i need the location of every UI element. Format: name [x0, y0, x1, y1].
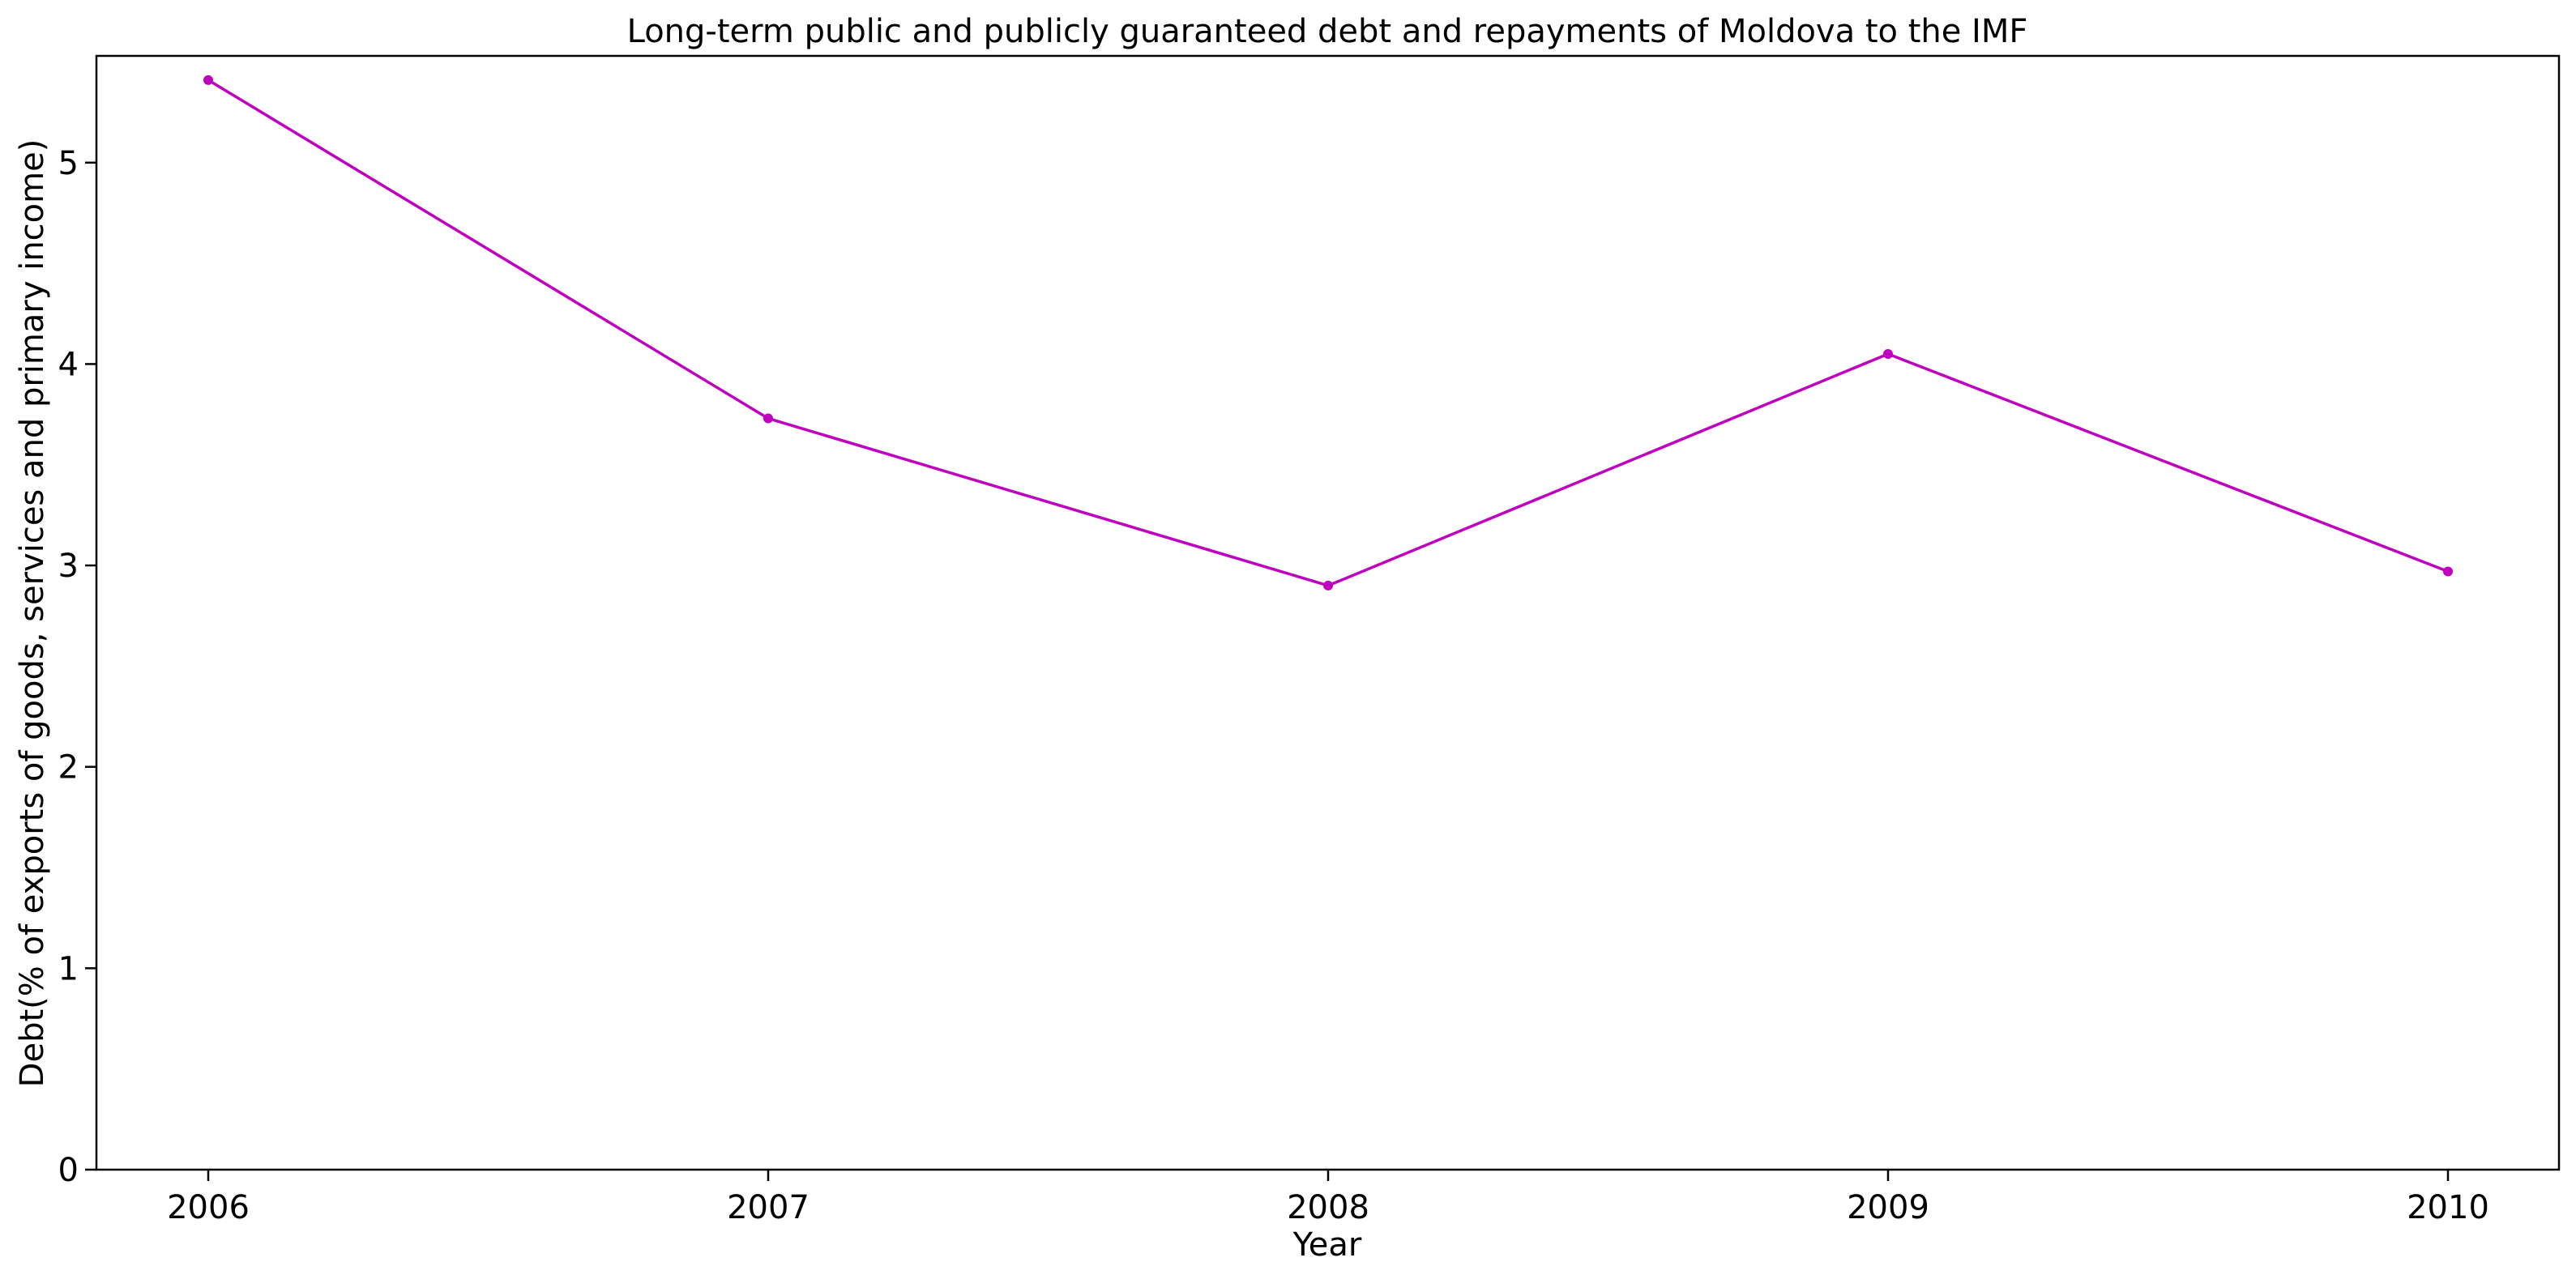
data-point — [1323, 580, 1333, 590]
x-tick-label: 2010 — [2407, 1189, 2489, 1226]
x-tick-label: 2008 — [1287, 1189, 1369, 1226]
chart-title: Long-term public and publicly guaranteed… — [627, 13, 2028, 50]
y-axis-ticks: 0 1 2 3 4 5 — [58, 145, 96, 1189]
y-axis-label: Debt(% of exports of goods, services and… — [14, 139, 51, 1088]
plot-frame — [95, 54, 2561, 1171]
y-tick-label: 1 — [58, 950, 79, 987]
y-tick-label: 3 — [58, 548, 79, 585]
y-tick-label: 2 — [58, 749, 79, 787]
data-point — [763, 413, 773, 424]
data-point — [2443, 566, 2453, 577]
data-point — [1883, 348, 1893, 359]
x-axis-ticks: 2006 2007 2008 2009 2010 — [167, 1170, 2489, 1226]
data-point — [203, 75, 213, 85]
x-axis-label: Year — [1292, 1226, 1362, 1264]
y-tick-label: 4 — [58, 346, 79, 383]
y-tick-label: 0 — [58, 1152, 79, 1189]
y-tick-label: 5 — [58, 145, 79, 182]
x-tick-label: 2007 — [727, 1189, 810, 1226]
x-tick-label: 2009 — [1847, 1189, 1929, 1226]
series-layer — [203, 75, 2453, 590]
x-tick-label: 2006 — [167, 1189, 250, 1226]
